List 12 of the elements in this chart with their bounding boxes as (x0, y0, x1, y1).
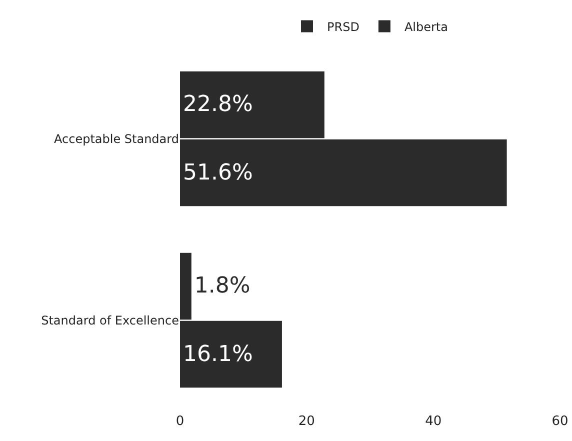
x-tick-label: 0 (176, 414, 184, 429)
y-tick-label: Standard of Excellence (41, 313, 179, 328)
x-tick-label: 60 (552, 414, 568, 429)
data-label: 16.1% (183, 342, 253, 367)
data-label: 1.8% (194, 274, 250, 299)
y-tick-label: Acceptable Standard (54, 132, 179, 146)
legend-label: Alberta (404, 20, 448, 34)
x-tick-label: 20 (298, 414, 315, 429)
data-label: 51.6% (183, 160, 253, 186)
data-label: 22.8% (183, 92, 253, 118)
legend-label: PRSD (327, 20, 360, 34)
x-tick-label: 40 (425, 414, 442, 429)
